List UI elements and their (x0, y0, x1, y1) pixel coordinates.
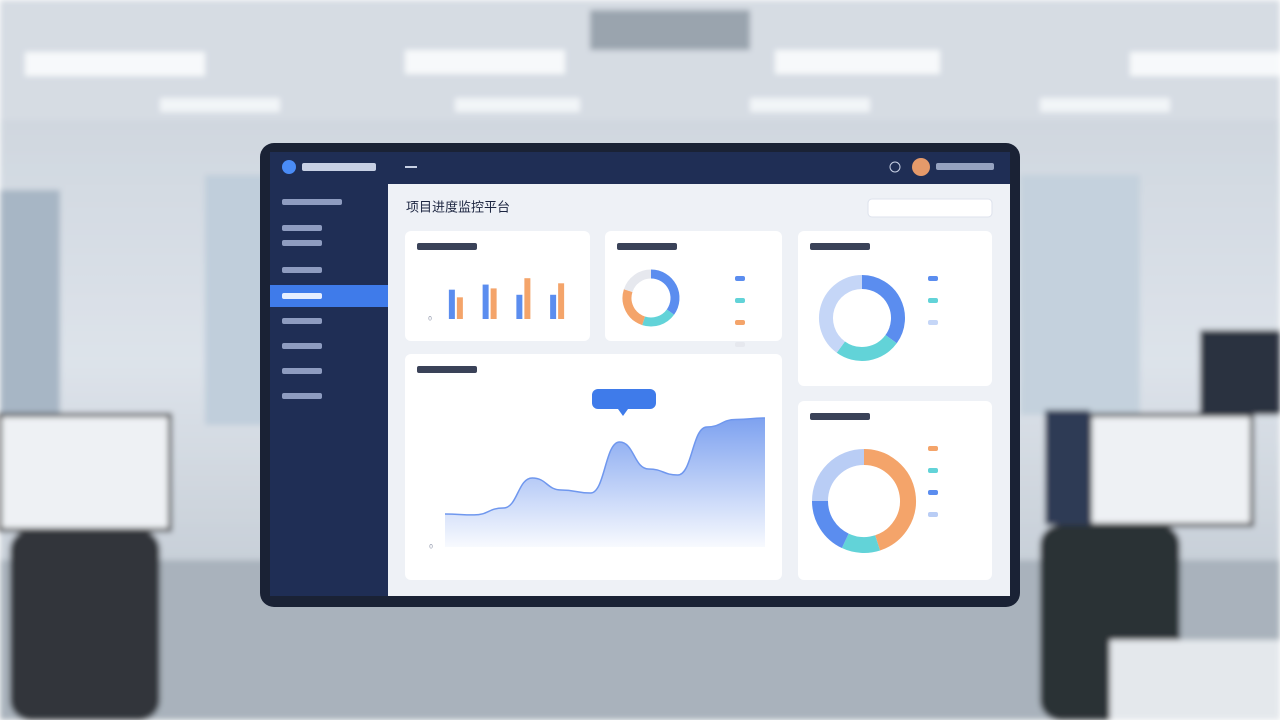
card-title-placeholder (810, 243, 870, 250)
avatar[interactable] (912, 158, 930, 176)
bar (482, 284, 489, 319)
top-bar (388, 152, 1010, 184)
donut-segment (650, 269, 680, 315)
page-title: 项目进度监控平台 (406, 200, 510, 216)
menu-item[interactable] (282, 225, 322, 231)
y-tick-label: 0 (428, 316, 432, 323)
user-name-placeholder (936, 163, 994, 170)
legend-swatch (735, 298, 745, 303)
card-title-placeholder (810, 413, 870, 420)
card-title-placeholder (617, 243, 677, 250)
donut-segment (622, 289, 646, 326)
legend-swatch (928, 298, 938, 303)
logo (282, 160, 296, 174)
card-title-placeholder (417, 243, 477, 250)
active-menu-item[interactable] (270, 285, 388, 307)
menu-item[interactable] (282, 199, 342, 205)
donut-segment (623, 269, 652, 293)
menu-items (282, 199, 342, 399)
menu-item[interactable] (282, 293, 322, 299)
tooltip (592, 389, 656, 409)
legend-swatch (928, 276, 938, 281)
legend-swatch (735, 276, 745, 281)
donut-segment (863, 449, 916, 551)
bar (456, 297, 463, 319)
bar (516, 294, 523, 319)
bar (558, 283, 565, 319)
donut-segment (819, 275, 863, 353)
menu-item[interactable] (282, 343, 322, 349)
donut-segment (861, 275, 905, 344)
area (445, 418, 765, 547)
donut-segment (812, 500, 850, 549)
legend-swatch (735, 320, 745, 325)
bar (448, 289, 455, 319)
legend-swatch (928, 490, 938, 495)
bar (550, 294, 557, 319)
date-picker[interactable] (867, 198, 993, 218)
card-title-placeholder (417, 366, 477, 373)
menu-item[interactable] (282, 318, 322, 324)
notifications[interactable] (889, 161, 901, 173)
menu-item[interactable] (282, 267, 322, 273)
legend-swatch (928, 320, 938, 325)
tooltip-pointer (618, 409, 628, 416)
donut-segment (812, 449, 865, 502)
legend-swatch (928, 512, 938, 517)
y-tick-label: 0 (429, 544, 433, 551)
legend-swatch (928, 446, 938, 451)
line (444, 417, 766, 516)
menu-toggle[interactable] (405, 166, 417, 168)
legend-swatch (928, 468, 938, 473)
menu-item[interactable] (282, 393, 322, 399)
app-name-placeholder (302, 163, 376, 171)
menu-item[interactable] (282, 240, 322, 246)
menu-item[interactable] (282, 368, 322, 374)
legend-swatch (735, 342, 745, 347)
bar (524, 278, 531, 319)
bar (490, 288, 497, 319)
donut-segment (836, 334, 897, 361)
card (605, 231, 782, 341)
donut-segment (841, 533, 881, 553)
donut-segment (642, 309, 675, 327)
